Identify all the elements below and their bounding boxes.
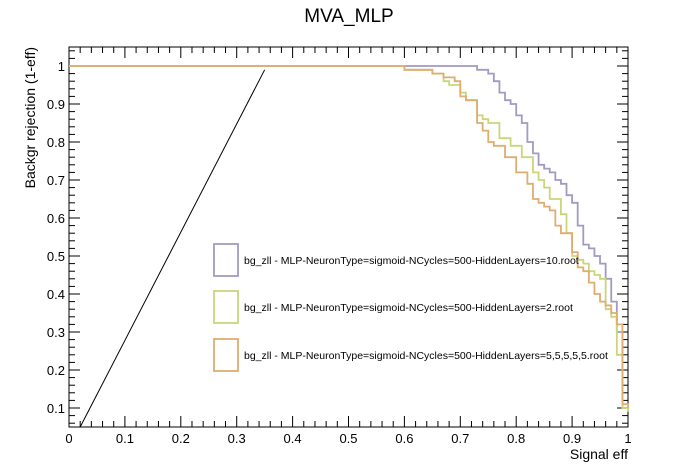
legend-swatch bbox=[213, 290, 239, 324]
legend: bg_zll - MLP-NeuronType=sigmoid-NCycles=… bbox=[213, 243, 608, 372]
legend-label: bg_zll - MLP-NeuronType=sigmoid-NCycles=… bbox=[244, 302, 573, 314]
y-tick-label: 0.8 bbox=[47, 135, 65, 150]
y-tick-label: 0.7 bbox=[47, 173, 65, 188]
x-tick-label: 0.4 bbox=[284, 431, 302, 446]
chart-title: MVA_MLP bbox=[304, 6, 393, 27]
y-tick-label: 0.5 bbox=[47, 249, 65, 264]
x-tick-label: 0.3 bbox=[228, 431, 246, 446]
x-tick-label: 0.7 bbox=[451, 431, 469, 446]
reference-line-group bbox=[79, 69, 266, 428]
y-axis: 0.1 0.2 0.3 0.4 0.5 0.6 0.7 0.8 0.9 1 bbox=[47, 50, 628, 424]
legend-swatch bbox=[213, 338, 239, 372]
series-line-1 bbox=[69, 65, 629, 412]
x-tick-label: 0.8 bbox=[507, 431, 525, 446]
x-tick-label: 0.5 bbox=[339, 431, 357, 446]
y-axis-title: Backgr rejection (1-eff) bbox=[22, 47, 38, 188]
legend-swatch bbox=[213, 243, 239, 277]
x-tick-label: 0.6 bbox=[395, 431, 413, 446]
y-tick-label: 0.6 bbox=[47, 211, 65, 226]
x-tick-label: 0.9 bbox=[563, 431, 581, 446]
y-tick-label: 0.1 bbox=[47, 401, 65, 416]
legend-label: bg_zll - MLP-NeuronType=sigmoid-NCycles=… bbox=[244, 255, 579, 267]
y-tick-label: 0.4 bbox=[47, 287, 65, 302]
y-tick-label: 0.3 bbox=[47, 325, 65, 340]
series-line-2 bbox=[69, 65, 629, 412]
x-tick-label: 1 bbox=[624, 431, 631, 446]
x-tick-label: 0 bbox=[65, 431, 72, 446]
y-tick-label: 1 bbox=[58, 59, 65, 74]
reference-line bbox=[79, 69, 266, 428]
y-tick-label: 0.2 bbox=[47, 363, 65, 378]
x-axis-title: Signal eff bbox=[570, 446, 628, 462]
plot-frame bbox=[68, 46, 629, 428]
x-tick-label: 0.1 bbox=[116, 431, 134, 446]
legend-label: bg_zll - MLP-NeuronType=sigmoid-NCycles=… bbox=[244, 350, 608, 362]
y-tick-label: 0.9 bbox=[47, 97, 65, 112]
x-tick-label: 0.2 bbox=[172, 431, 190, 446]
series-line-3 bbox=[69, 65, 629, 408]
series-group bbox=[69, 65, 629, 412]
x-axis: 0 0.1 0.2 0.3 0.4 0.5 0.6 0.7 0.8 0.9 1 bbox=[65, 47, 632, 446]
